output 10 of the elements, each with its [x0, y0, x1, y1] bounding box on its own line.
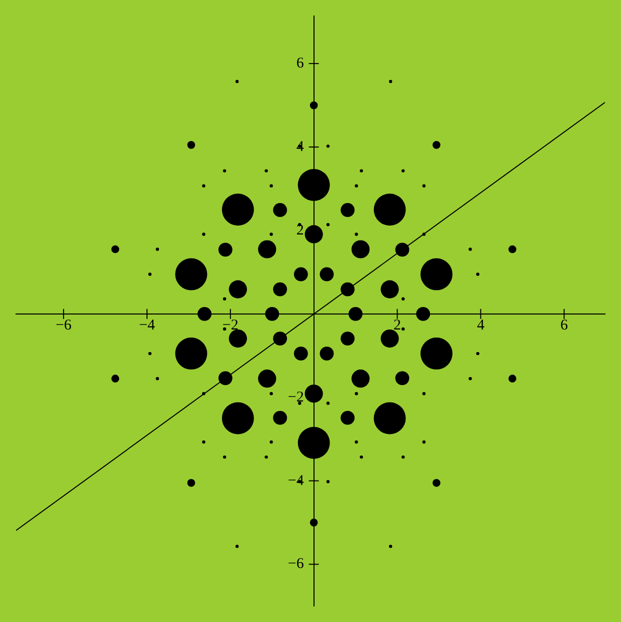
x-tick-label: 6 [560, 317, 568, 334]
x-tick-label: −6 [56, 317, 72, 334]
y-tick-label: 6 [296, 56, 304, 72]
y-tick-label: −2 [288, 389, 304, 406]
y-tick-label: −6 [288, 556, 304, 572]
y-tick-label: 4 [296, 138, 304, 155]
x-tick-label: 4 [476, 317, 485, 334]
x-tick-label: 2 [394, 317, 402, 334]
x-tick-label: −2 [222, 317, 238, 334]
x-tick-label: −4 [138, 317, 156, 334]
